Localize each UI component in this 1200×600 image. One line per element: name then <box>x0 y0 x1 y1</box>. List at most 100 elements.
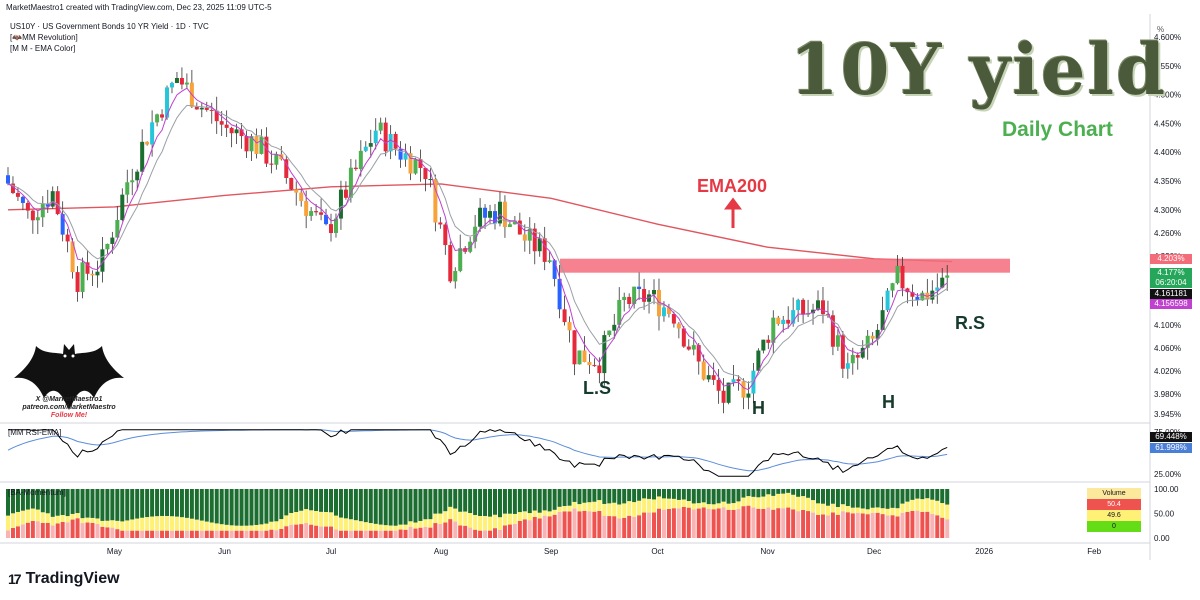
momentum-bar <box>527 513 532 521</box>
momentum-bar <box>542 489 547 511</box>
momentum-bar <box>115 529 120 538</box>
momentum-bar <box>905 511 910 538</box>
momentum-bar <box>169 530 174 538</box>
symbol-line[interactable]: US10Y · US Government Bonds 10 YR Yield … <box>10 22 209 31</box>
tradingview-brand[interactable]: 17 TradingView <box>8 570 120 588</box>
momentum-bar <box>65 489 70 517</box>
candle <box>602 335 607 374</box>
momentum-bar <box>642 489 647 499</box>
momentum-bar <box>811 512 816 538</box>
momentum-bar <box>299 524 304 538</box>
candle <box>65 234 70 242</box>
momentum-bar <box>786 507 791 538</box>
candle <box>517 220 522 235</box>
momentum-bar <box>597 500 602 512</box>
momentum-bar <box>483 489 488 516</box>
candle <box>796 299 801 311</box>
momentum-bar <box>756 489 761 498</box>
momentum-bar <box>254 524 259 531</box>
momentum-bar <box>582 502 587 511</box>
candle <box>269 163 274 165</box>
momentum-bar <box>840 511 845 538</box>
momentum-bar <box>463 489 468 512</box>
momentum-bar <box>572 489 577 502</box>
patreon-link[interactable]: patreon.com/MarketMaestro <box>22 404 116 411</box>
momentum-bar <box>647 512 652 538</box>
candle <box>512 220 517 225</box>
indicator-legend[interactable]: [M M - EMA Color] <box>10 44 76 53</box>
momentum-tick-label: 50.00 <box>1154 510 1175 519</box>
momentum-bar <box>945 504 950 520</box>
candle <box>110 237 115 244</box>
momentum-bar <box>806 489 811 498</box>
candle <box>577 350 582 365</box>
momentum-bar <box>284 526 289 538</box>
momentum-bar <box>796 511 801 538</box>
momentum-bar <box>935 515 940 538</box>
momentum-bar <box>786 489 791 493</box>
momentum-bar <box>766 507 771 538</box>
momentum-bar <box>771 509 776 538</box>
candle <box>294 189 299 193</box>
momentum-bar <box>835 489 840 507</box>
momentum-bar <box>612 502 617 517</box>
momentum-bar <box>239 530 244 538</box>
momentum-bar <box>552 489 557 510</box>
candle <box>224 124 229 128</box>
candle <box>314 211 319 213</box>
momentum-bar <box>622 489 627 504</box>
momentum-bar <box>383 525 388 531</box>
momentum-bar <box>945 489 950 505</box>
momentum-bar <box>617 489 622 505</box>
momentum-bar <box>403 529 408 538</box>
candle <box>607 330 612 336</box>
momentum-bar <box>368 523 373 531</box>
momentum-bar <box>597 489 602 501</box>
momentum-bar <box>811 489 816 501</box>
momentum-bar <box>592 511 597 538</box>
candle <box>284 159 289 178</box>
momentum-bar <box>269 521 274 530</box>
candle <box>587 361 592 366</box>
momentum-bar <box>642 498 647 513</box>
momentum-bar <box>189 489 194 519</box>
momentum-bar <box>686 489 691 502</box>
momentum-title[interactable]: [BA-Momentum] <box>8 488 66 497</box>
momentum-bar <box>35 509 40 522</box>
momentum-bar <box>6 489 10 516</box>
candle <box>766 339 771 343</box>
momentum-bar <box>204 530 209 538</box>
candle <box>199 107 204 110</box>
candle <box>746 393 751 398</box>
momentum-bar <box>284 515 289 527</box>
momentum-bar <box>249 489 254 526</box>
rsi-title[interactable]: [MM RSI-EMA] <box>8 428 62 437</box>
momentum-bar <box>234 530 239 538</box>
momentum-bar <box>860 508 865 514</box>
momentum-bar <box>522 511 527 520</box>
momentum-bar <box>20 489 25 511</box>
candle <box>239 129 244 137</box>
momentum-bar <box>721 501 726 508</box>
momentum-bar <box>612 489 617 503</box>
momentum-bar <box>820 503 825 515</box>
candle <box>835 335 840 347</box>
momentum-bar <box>562 511 567 538</box>
candle <box>329 224 334 234</box>
candle <box>155 114 160 123</box>
momentum-bar <box>537 518 542 538</box>
momentum-bar <box>135 489 140 519</box>
momentum-bar <box>711 509 716 538</box>
momentum-bar <box>289 524 294 538</box>
candle <box>40 204 45 218</box>
indicator-legend[interactable]: [🦇MM Revolution] <box>10 33 78 42</box>
momentum-bar <box>209 489 214 523</box>
ema200-path <box>7 183 953 263</box>
momentum-bar <box>150 530 155 538</box>
momentum-bar <box>95 518 100 524</box>
momentum-bar <box>304 523 309 538</box>
momentum-bar <box>637 500 642 516</box>
momentum-bar <box>532 510 537 517</box>
candle <box>492 211 497 224</box>
